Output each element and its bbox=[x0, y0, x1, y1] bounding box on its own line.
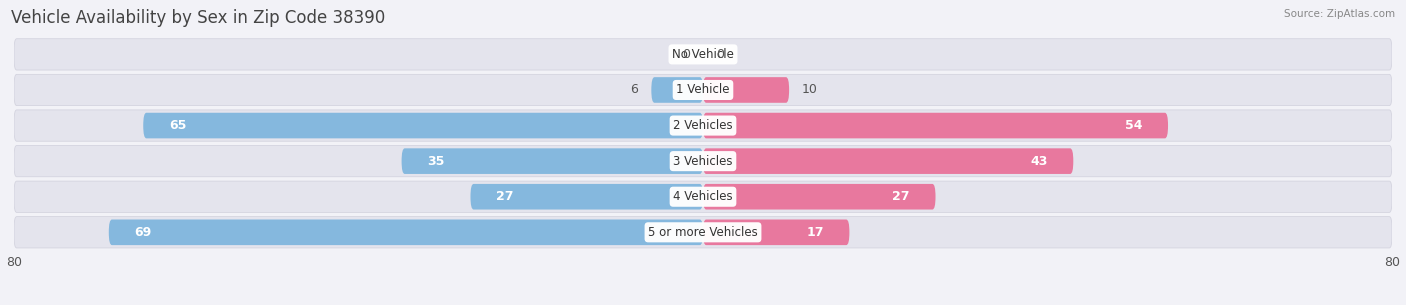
FancyBboxPatch shape bbox=[14, 145, 1392, 177]
FancyBboxPatch shape bbox=[14, 110, 1392, 141]
FancyBboxPatch shape bbox=[14, 39, 1392, 70]
Text: 0: 0 bbox=[716, 48, 724, 61]
Text: 17: 17 bbox=[806, 226, 824, 239]
Text: No Vehicle: No Vehicle bbox=[672, 48, 734, 61]
Text: 1 Vehicle: 1 Vehicle bbox=[676, 84, 730, 96]
Text: 5 or more Vehicles: 5 or more Vehicles bbox=[648, 226, 758, 239]
FancyBboxPatch shape bbox=[402, 148, 703, 174]
FancyBboxPatch shape bbox=[108, 220, 703, 245]
Text: Vehicle Availability by Sex in Zip Code 38390: Vehicle Availability by Sex in Zip Code … bbox=[11, 9, 385, 27]
Legend: Male, Female: Male, Female bbox=[633, 302, 773, 305]
FancyBboxPatch shape bbox=[703, 77, 789, 103]
FancyBboxPatch shape bbox=[703, 148, 1073, 174]
Text: 69: 69 bbox=[135, 226, 152, 239]
Text: Source: ZipAtlas.com: Source: ZipAtlas.com bbox=[1284, 9, 1395, 19]
Text: 10: 10 bbox=[801, 84, 818, 96]
FancyBboxPatch shape bbox=[703, 184, 935, 210]
FancyBboxPatch shape bbox=[651, 77, 703, 103]
Text: 4 Vehicles: 4 Vehicles bbox=[673, 190, 733, 203]
Text: 27: 27 bbox=[893, 190, 910, 203]
FancyBboxPatch shape bbox=[14, 217, 1392, 248]
Text: 27: 27 bbox=[496, 190, 513, 203]
Text: 65: 65 bbox=[169, 119, 187, 132]
Text: 54: 54 bbox=[1125, 119, 1142, 132]
Text: 43: 43 bbox=[1031, 155, 1047, 168]
Text: 6: 6 bbox=[630, 84, 638, 96]
FancyBboxPatch shape bbox=[143, 113, 703, 138]
Text: 35: 35 bbox=[427, 155, 444, 168]
Text: 3 Vehicles: 3 Vehicles bbox=[673, 155, 733, 168]
FancyBboxPatch shape bbox=[703, 220, 849, 245]
FancyBboxPatch shape bbox=[471, 184, 703, 210]
FancyBboxPatch shape bbox=[14, 181, 1392, 212]
FancyBboxPatch shape bbox=[14, 74, 1392, 106]
Text: 0: 0 bbox=[682, 48, 690, 61]
FancyBboxPatch shape bbox=[703, 113, 1168, 138]
Text: 2 Vehicles: 2 Vehicles bbox=[673, 119, 733, 132]
